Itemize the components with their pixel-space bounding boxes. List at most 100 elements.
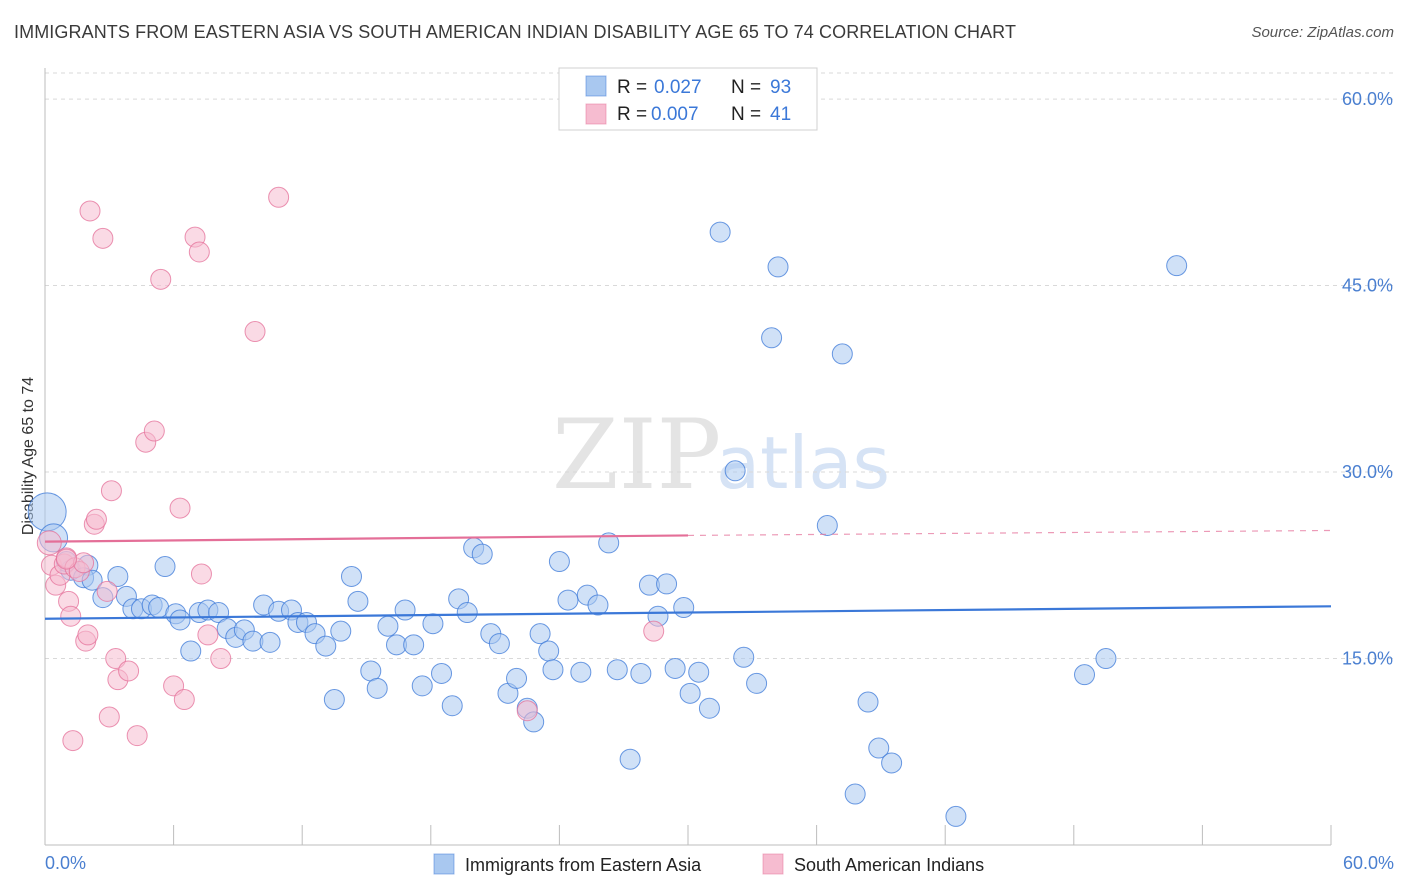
series-immigrants-eastern-asia: [27, 221, 1188, 827]
point-eastern-asia-38: [377, 615, 399, 637]
point-eastern-asia-89: [1074, 664, 1096, 686]
point-eastern-asia-49: [471, 543, 493, 565]
point-south-american-indian-18: [96, 580, 118, 602]
point-south-american-indian-29: [169, 497, 191, 519]
point-eastern-asia-73: [679, 682, 701, 704]
point-eastern-asia-6: [107, 565, 129, 587]
trend-line-south-american-indian-extension: [687, 529, 1332, 537]
point-south-american-indian-7: [60, 605, 82, 627]
point-south-american-indian-26: [143, 420, 165, 442]
point-eastern-asia-84: [844, 783, 866, 805]
point-eastern-asia-25: [259, 631, 281, 653]
bottom-legend-swatch-pink: [762, 853, 784, 875]
point-south-american-indian-33: [190, 563, 212, 585]
point-south-american-indian-35: [210, 648, 232, 670]
point-eastern-asia-32: [323, 689, 345, 711]
point-eastern-asia-16: [180, 640, 202, 662]
point-eastern-asia-81: [767, 256, 789, 278]
point-eastern-asia-74: [688, 661, 710, 683]
point-south-american-indian-11: [73, 552, 95, 574]
chart-title: IMMIGRANTS FROM EASTERN ASIA VS SOUTH AM…: [14, 22, 1017, 42]
point-south-american-indian-38: [516, 700, 538, 722]
trend-line-eastern-asia: [44, 605, 1332, 620]
point-eastern-asia-80: [761, 327, 783, 349]
point-south-american-indian-39: [643, 620, 665, 642]
point-south-american-indian-27: [150, 268, 172, 290]
bottom-legend-label-blue: Immigrants from Eastern Asia: [465, 855, 702, 875]
point-eastern-asia-72: [673, 597, 695, 619]
point-eastern-asia-87: [881, 752, 903, 774]
watermark-zip: ZIP: [552, 399, 721, 511]
point-eastern-asia-88: [945, 805, 967, 827]
point-eastern-asia-63: [587, 594, 609, 616]
point-eastern-asia-56: [529, 623, 551, 645]
legend-swatch-blue: [585, 75, 607, 97]
point-eastern-asia-57: [538, 640, 560, 662]
legend-n-label-1: N =: [731, 77, 761, 98]
legend-n-value-1: 93: [770, 77, 791, 98]
point-eastern-asia-40: [394, 599, 416, 621]
point-south-american-indian-21: [105, 648, 127, 670]
point-south-american-indian-34: [197, 624, 219, 646]
point-south-american-indian-17: [92, 227, 114, 249]
point-eastern-asia-64: [598, 532, 620, 554]
point-eastern-asia-13: [154, 556, 176, 578]
y-tick-label-2: 45.0%: [1342, 276, 1393, 296]
y-tick-labels: 15.0% 30.0% 45.0% 60.0%: [1342, 89, 1393, 668]
legend-r-label-1: R =: [617, 77, 647, 98]
watermark-atlas: atlas: [716, 421, 890, 505]
point-eastern-asia-70: [656, 573, 678, 595]
point-south-american-indian-23: [118, 660, 140, 682]
point-south-american-indian-36: [244, 321, 266, 343]
point-eastern-asia-91: [1166, 255, 1188, 277]
point-south-american-indian-14: [79, 200, 101, 222]
point-eastern-asia-58: [542, 659, 564, 681]
point-eastern-asia-75: [698, 697, 720, 719]
y-tick-label-3: 60.0%: [1342, 89, 1393, 109]
gridlines: [45, 72, 1394, 660]
point-eastern-asia-76: [709, 221, 731, 243]
y-tick-label-1: 30.0%: [1342, 462, 1393, 482]
point-eastern-asia-45: [441, 695, 463, 717]
point-eastern-asia-15: [169, 609, 191, 631]
legend-r-value-2: 0.007: [651, 104, 699, 125]
point-south-american-indian-32: [188, 241, 210, 263]
point-eastern-asia-78: [733, 646, 755, 668]
point-south-american-indian-0: [36, 530, 62, 556]
point-eastern-asia-65: [606, 659, 628, 681]
point-south-american-indian-20: [100, 480, 122, 502]
point-eastern-asia-59: [548, 551, 570, 573]
point-eastern-asia-41: [403, 634, 425, 656]
trend-line-south-american-indian: [44, 534, 689, 543]
point-eastern-asia-61: [570, 661, 592, 683]
legend-r-label-2: R =: [617, 104, 647, 125]
point-eastern-asia-90: [1095, 648, 1117, 670]
legend-r-value-1: 0.027: [654, 77, 702, 98]
trend-lines: [44, 529, 1332, 620]
point-south-american-indian-8: [62, 730, 84, 752]
point-eastern-asia-53: [506, 667, 528, 689]
x-tick-label-max: 60.0%: [1343, 853, 1394, 873]
y-axis-label: Disability Age 65 to 74: [20, 377, 37, 535]
point-eastern-asia-33: [330, 620, 352, 642]
point-eastern-asia-43: [422, 613, 444, 635]
point-south-american-indian-19: [98, 706, 120, 728]
point-south-american-indian-24: [126, 725, 148, 747]
point-south-american-indian-13: [77, 624, 99, 646]
point-eastern-asia-82: [816, 514, 838, 536]
point-eastern-asia-47: [456, 602, 478, 624]
point-south-american-indian-16: [85, 508, 107, 530]
legend-n-value-2: 41: [770, 104, 791, 125]
legend-swatch-pink: [585, 103, 607, 125]
point-eastern-asia-51: [488, 633, 510, 655]
x-tick-label-min: 0.0%: [45, 853, 86, 873]
point-eastern-asia-37: [366, 677, 388, 699]
point-eastern-asia-34: [340, 565, 362, 587]
point-eastern-asia-85: [857, 691, 879, 713]
bottom-legend-swatch-blue: [433, 853, 455, 875]
legend-n-label-2: N =: [731, 104, 761, 125]
point-south-american-indian-30: [173, 689, 195, 711]
point-south-american-indian-37: [268, 186, 290, 208]
series-south-american-indians: [36, 186, 665, 752]
